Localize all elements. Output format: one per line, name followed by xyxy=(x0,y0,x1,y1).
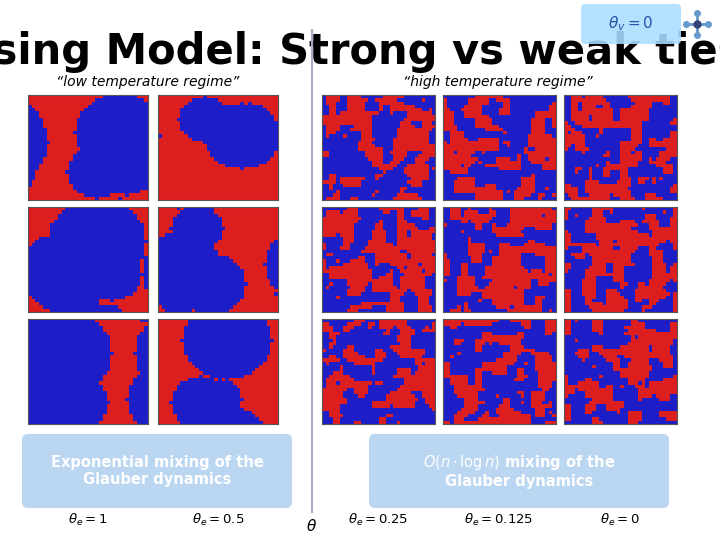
FancyBboxPatch shape xyxy=(581,4,681,44)
Text: “high temperature regime”: “high temperature regime” xyxy=(403,75,593,89)
Text: “low temperature regime”: “low temperature regime” xyxy=(56,75,240,89)
Text: Exponential mixing of the
Glauber dynamics: Exponential mixing of the Glauber dynami… xyxy=(50,455,264,487)
FancyBboxPatch shape xyxy=(369,434,669,508)
Text: $O(n \cdot \log n)$ mixing of the
Glauber dynamics: $O(n \cdot \log n)$ mixing of the Glaube… xyxy=(423,453,615,489)
Text: $\theta_v = 0$: $\theta_v = 0$ xyxy=(608,15,654,33)
Text: $\theta_e = 0$: $\theta_e = 0$ xyxy=(600,512,640,528)
Text: $\theta_e = 0.25$: $\theta_e = 0.25$ xyxy=(348,512,408,528)
Text: $\theta_e = 0.125$: $\theta_e = 0.125$ xyxy=(464,512,534,528)
Text: Ising Model: Strong vs weak ties: Ising Model: Strong vs weak ties xyxy=(0,31,720,73)
Text: $\theta_e = 0.5$: $\theta_e = 0.5$ xyxy=(192,512,244,528)
Text: $\theta_e = 1$: $\theta_e = 1$ xyxy=(68,512,108,528)
FancyBboxPatch shape xyxy=(22,434,292,508)
Text: $\theta$: $\theta$ xyxy=(307,518,318,534)
